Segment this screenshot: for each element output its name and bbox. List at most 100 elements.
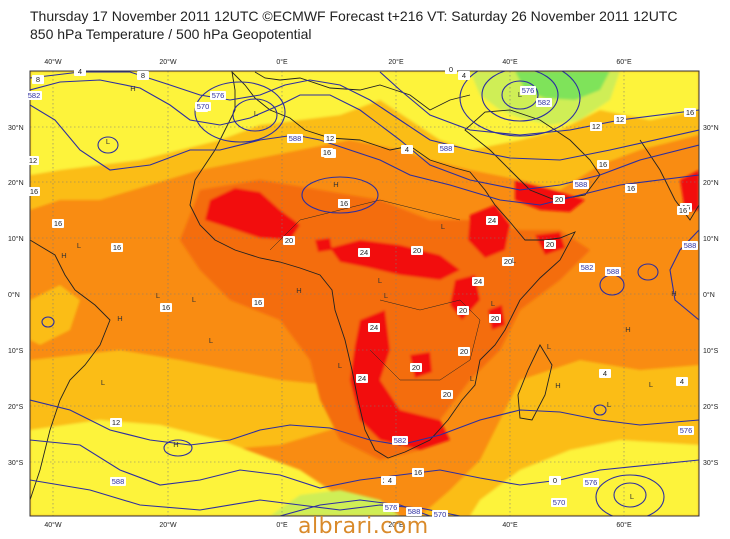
geopotential-contour-label: 576 [583, 478, 599, 487]
lat-tick-label: 30°N [8, 124, 24, 132]
lon-tick-label: 20°W [159, 58, 177, 66]
temperature-contour-label: 0 [549, 476, 561, 485]
lat-tick-label: 20°S [703, 403, 719, 411]
geopotential-contour-label: 588 [573, 180, 589, 189]
contour-low-east [637, 263, 659, 281]
low-pressure-mark: L [106, 137, 110, 146]
temperature-contour-label: 12 [590, 122, 602, 131]
temperature-contour-label: 4 [384, 476, 396, 485]
temperature-contour-label: 16 [597, 160, 609, 169]
geopotential-contour-label: 588 [605, 267, 621, 276]
geopotential-contour-label: 582 [536, 98, 552, 107]
temperature-contour-label: 24 [358, 248, 370, 257]
geopotential-value: 588 [112, 477, 125, 486]
temperature-value: 20 [412, 363, 420, 372]
lat-tick-label: 20°N [703, 179, 719, 187]
geopotential-value: 582 [538, 98, 551, 107]
contour-small-west [41, 316, 55, 328]
temperature-contour-label: 20 [502, 257, 514, 266]
low-pressure-mark: L [470, 374, 474, 383]
geopotential-contour-label: 570 [551, 498, 567, 507]
coast-india [639, 139, 699, 221]
temperature-contour-label: 20 [489, 314, 501, 323]
temperature-contour-label: 20 [458, 347, 470, 356]
temperature-value: 16 [599, 160, 607, 169]
temperature-value: 24 [358, 374, 366, 383]
temperature-value: 4 [603, 369, 607, 378]
temperature-value: 20 [413, 246, 421, 255]
contour-576-south [30, 479, 461, 516]
temperature-value: 24 [474, 277, 482, 286]
lat-tick-label: 10°N [703, 235, 719, 243]
temp-hotspot-southern-africa [350, 310, 450, 450]
border-interior-1 [269, 199, 461, 251]
temperature-value: 20 [504, 257, 512, 266]
temperature-contour-label: 16 [338, 199, 350, 208]
temp-band-green-north [515, 71, 610, 100]
lat-tick-label: 10°S [703, 347, 719, 355]
temperature-value: 16 [162, 303, 170, 312]
temp-hotspot-sahel-west [205, 188, 300, 240]
temperature-contour-label: 8 [137, 71, 149, 80]
contour-576-north [30, 71, 699, 161]
contour-low-atlantic-2 [194, 81, 286, 143]
contour-low-mideast [501, 80, 539, 110]
temperature-value: 24 [488, 216, 496, 225]
temperature-value: 24 [360, 248, 368, 257]
contour-588-south [30, 399, 699, 446]
temperature-value: 20 [443, 390, 451, 399]
lon-tick-label: 60°E [616, 58, 632, 66]
low-pressure-mark: L [607, 400, 611, 409]
contour-low-southeast [613, 482, 647, 508]
coast-madagascar [517, 344, 553, 421]
temperature-value: 12 [326, 134, 334, 143]
temperature-contour-label: 20 [457, 306, 469, 315]
temperature-contour-label: 4 [401, 145, 413, 154]
low-pressure-mark: L [77, 241, 81, 250]
title-line-1: Thursday 17 November 2011 12UTC ©ECMWF F… [30, 8, 678, 24]
temperature-value: 20 [460, 347, 468, 356]
lon-tick-label: 40°E [502, 521, 518, 529]
temperature-contour-label: 20 [410, 363, 422, 372]
temperature-contour-label: 24 [486, 216, 498, 225]
contour-582-north [30, 79, 699, 191]
temperature-contour-label: 4 [74, 67, 86, 76]
temperature-value: 4 [78, 67, 82, 76]
geopotential-contour-label: 588 [110, 477, 126, 486]
temp-band-yellow-southwest [30, 420, 350, 516]
temperature-value: 20 [546, 240, 554, 249]
lon-tick-label: 40°W [44, 521, 62, 529]
geopotential-contour-label: 576 [520, 86, 536, 95]
low-pressure-mark: L [254, 109, 258, 118]
temperature-value: 8 [141, 71, 145, 80]
temperature-value: 16 [113, 243, 121, 252]
lat-tick-label: 20°N [8, 179, 24, 187]
temperature-value: 16 [679, 206, 687, 215]
low-pressure-mark: L [192, 295, 196, 304]
geopotential-contour-label: 582 [26, 91, 42, 100]
temperature-value: 24 [370, 323, 378, 332]
geopotential-value: 576 [212, 91, 225, 100]
geopotential-value: 588 [440, 144, 453, 153]
lat-tick-label: 10°S [8, 347, 24, 355]
contour-high-sahara [301, 176, 379, 214]
geopotential-contour-label: 576 [210, 91, 226, 100]
low-pressure-mark: L [378, 276, 382, 285]
temperature-contour-label: 24 [368, 323, 380, 332]
watermark: albrari.com [298, 514, 429, 539]
high-pressure-mark: H [173, 440, 178, 449]
high-pressure-mark: H [117, 314, 122, 323]
temperature-contour-label: 0 [445, 65, 457, 74]
temperature-value: 16 [323, 148, 331, 157]
map-frame [29, 70, 700, 517]
coast-europe [254, 71, 471, 111]
lat-tick-label: 30°S [703, 459, 719, 467]
geopotential-contour-label: 582 [392, 436, 408, 445]
lon-tick-label: 20°W [159, 521, 177, 529]
contour-low-southeast-2 [595, 474, 665, 516]
lon-tick-label: 40°E [502, 58, 518, 66]
temperature-contour-label: 16 [28, 187, 40, 196]
temperature-value: 16 [30, 187, 38, 196]
border-interior-2 [369, 299, 481, 381]
contour-low-mideast-2 [481, 71, 559, 122]
